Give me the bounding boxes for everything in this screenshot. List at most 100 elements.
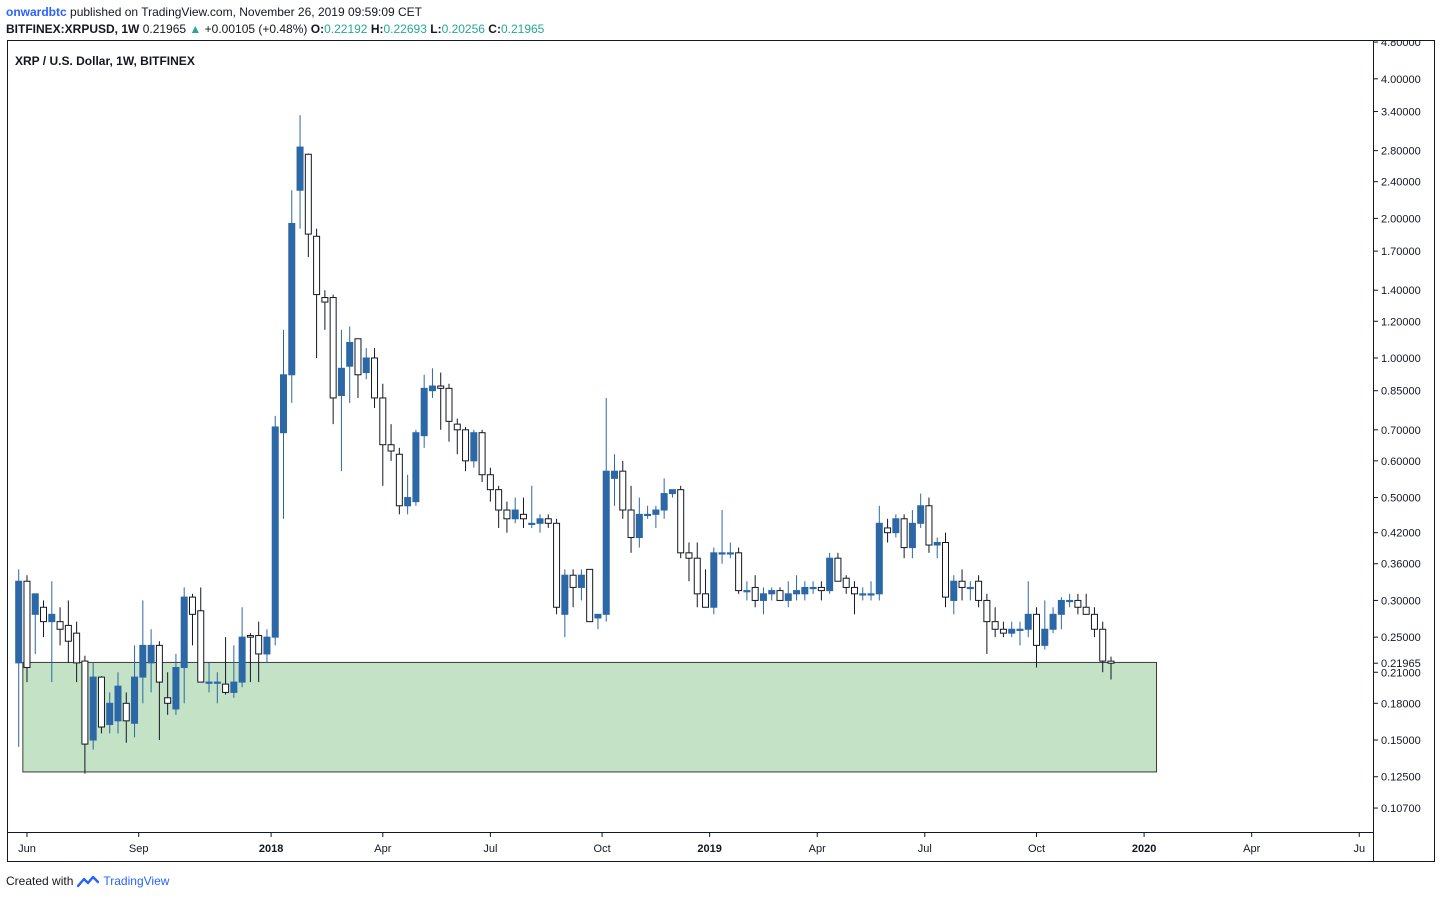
- candle-body: [1107, 660, 1115, 664]
- candle-body: [685, 552, 693, 559]
- candle-body: [1033, 613, 1041, 646]
- candle-body: [850, 586, 858, 595]
- y-tick-label: 0.18000: [1381, 698, 1421, 710]
- x-tick-label: Jul: [483, 843, 497, 855]
- candle-body: [337, 367, 345, 396]
- candlestick-chart[interactable]: 4.80000 4.00000 3.40000 2.80000 2.40000 2.000…: [7, 37, 1435, 862]
- candle-body: [892, 518, 900, 534]
- candle-body: [975, 580, 983, 601]
- candle-body: [205, 681, 213, 684]
- candle-body: [817, 586, 825, 592]
- candle-body: [875, 522, 883, 595]
- candle-body: [503, 509, 511, 520]
- candle-body: [950, 580, 958, 601]
- up-arrow-icon: ▲: [189, 22, 202, 36]
- chart-frame: [7, 40, 1435, 862]
- candle-body: [809, 586, 817, 590]
- x-tick-label: 2020: [1132, 843, 1156, 855]
- candle-body: [304, 153, 312, 235]
- y-tick-label: 0.30000: [1381, 595, 1421, 607]
- x-tick-label: Apr: [1243, 843, 1260, 855]
- candle-body: [313, 235, 321, 296]
- candle-body: [991, 621, 999, 630]
- candle-body: [594, 613, 602, 619]
- candle-body: [611, 470, 618, 479]
- candle-body: [677, 489, 685, 554]
- y-tick-label: 0.70000: [1381, 425, 1421, 437]
- candle-body: [172, 667, 180, 710]
- close-label: C:: [488, 22, 501, 36]
- close-value: 0.21965: [500, 22, 545, 36]
- candle-body: [404, 497, 412, 507]
- candle-body: [437, 385, 445, 389]
- low-value: 0.20256: [441, 22, 485, 36]
- publish-line: onwardbtc published on TradingView.com, …: [6, 5, 422, 19]
- candle-body: [15, 580, 23, 664]
- candle-body: [56, 621, 64, 630]
- candle-body: [743, 590, 751, 593]
- candle-body: [668, 489, 676, 495]
- candle-body: [710, 552, 718, 608]
- candle-body: [131, 676, 139, 724]
- candle-body: [164, 697, 172, 704]
- candle-body: [89, 676, 97, 741]
- candle-body: [925, 505, 933, 546]
- open-label: O:: [310, 22, 325, 36]
- tradingview-link[interactable]: TradingView: [103, 874, 170, 888]
- candle-body: [495, 489, 503, 511]
- candle-body: [1024, 613, 1032, 630]
- candle-body: [859, 593, 867, 596]
- candle-body: [478, 432, 486, 476]
- candle-body: [999, 628, 1007, 634]
- y-tick-label: 1.70000: [1381, 246, 1421, 258]
- x-tick-label: Oct: [594, 843, 611, 855]
- y-tick-label: 0.85000: [1381, 386, 1421, 398]
- y-tick-label: 0.10700: [1381, 803, 1421, 815]
- y-tick-label: 0.36000: [1381, 559, 1421, 571]
- x-tick-label: 2018: [259, 843, 283, 855]
- candle-body: [395, 453, 403, 507]
- footer: Created with TradingView: [6, 874, 169, 888]
- candle-body: [288, 222, 296, 376]
- candle-body: [553, 522, 561, 608]
- candle-body: [412, 432, 420, 503]
- candle-body: [834, 557, 842, 582]
- y-tick-label: 0.42000: [1381, 528, 1421, 540]
- candle-body: [387, 444, 395, 452]
- published-text: published on TradingView.com, November 2…: [70, 5, 423, 19]
- candle-body: [238, 636, 246, 683]
- candle-body: [1041, 628, 1049, 646]
- y-tick-label: 0.12500: [1381, 772, 1421, 784]
- candle-body: [867, 593, 875, 596]
- candle-body: [842, 577, 850, 588]
- chart-area[interactable]: 4.80000 4.00000 3.40000 2.80000 2.40000 2.000…: [7, 37, 1435, 862]
- y-tick-label: 1.40000: [1381, 285, 1421, 297]
- candle-body: [652, 509, 660, 515]
- candle-body: [271, 426, 279, 638]
- candle-body: [321, 297, 329, 303]
- last-price: 0.21965: [142, 22, 187, 36]
- y-tick-label: 4.80000: [1381, 40, 1421, 49]
- candle-body: [561, 574, 569, 615]
- candle-body: [884, 527, 892, 534]
- ohlc-line: BITFINEX:XRPUSD, 1W 0.21965 ▲ +0.00105 (…: [6, 22, 544, 36]
- candle-body: [362, 357, 370, 374]
- candle-body: [197, 610, 205, 683]
- current-price-label: 0.21965: [1381, 658, 1421, 670]
- author-link[interactable]: onwardbtc: [6, 5, 67, 19]
- candle-body: [346, 341, 354, 367]
- candle-body: [602, 470, 610, 615]
- candle-body: [222, 683, 230, 693]
- candle-body: [1074, 599, 1082, 608]
- candle-body: [420, 387, 428, 437]
- y-tick-label: 0.15000: [1381, 735, 1421, 747]
- candle-body: [702, 593, 710, 608]
- y-tick-label: 2.40000: [1381, 177, 1421, 189]
- candle-body: [428, 385, 436, 392]
- candle-body: [188, 596, 196, 615]
- candle-body: [759, 593, 767, 601]
- candle-body: [230, 681, 238, 693]
- candle-body: [114, 685, 122, 722]
- candle-body: [147, 644, 155, 664]
- y-tick-label: 0.25000: [1381, 632, 1421, 644]
